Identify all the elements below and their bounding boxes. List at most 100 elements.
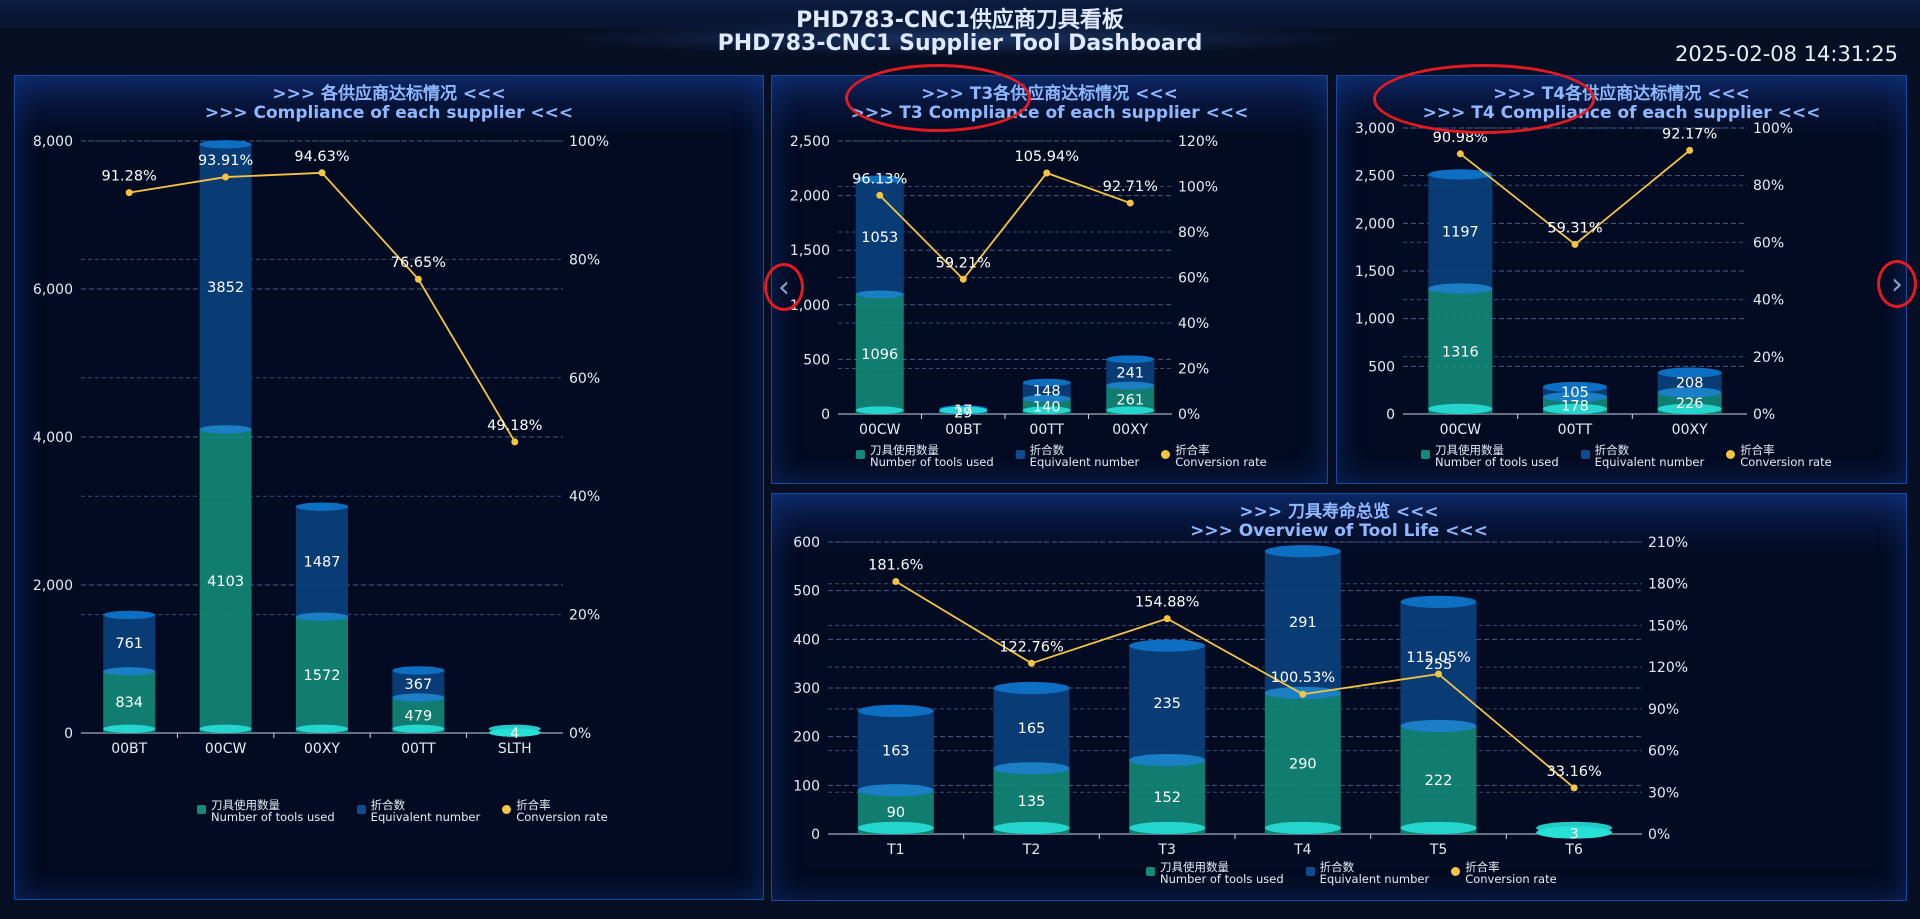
panel-t3-compliance: >>> T3各供应商达标情况 <<< >>> T3 Compliance of … — [771, 75, 1328, 484]
rate-label: 115.05% — [1406, 650, 1471, 666]
bar-equivalent-value: 1487 — [304, 555, 341, 571]
bar-equivalent-value: 148 — [1033, 384, 1061, 400]
rate-point — [876, 191, 884, 199]
y-tick-label: 500 — [803, 352, 830, 368]
bar-tools — [1129, 760, 1206, 834]
legend-swatch-rate — [1451, 867, 1461, 876]
rate-point — [1456, 150, 1464, 158]
chart-legend: 刀具使用数量 Number of tools used 折合数 Equivalent… — [197, 799, 608, 823]
carousel-prev-button[interactable]: ‹ — [764, 263, 804, 311]
x-tick-label: 00XY — [1112, 422, 1148, 438]
legend-item-tools[interactable]: 刀具使用数量 Number of tools used — [856, 444, 994, 468]
legend-item-rate[interactable]: 折合率 Conversion rate — [1161, 444, 1267, 468]
legend-item-equivalent[interactable]: 折合数 Equivalent number — [1015, 443, 1139, 468]
rate-line — [895, 580, 1575, 789]
bar-tools-value: 3 — [1570, 826, 1579, 842]
y2-tick-label: 0% — [569, 726, 591, 742]
legend-swatch-equivalent — [1305, 867, 1315, 876]
rate-point — [1043, 169, 1051, 177]
rate-label: 91.28% — [102, 169, 157, 185]
chart-legend: 刀具使用数量 Number of tools used 折合数 Equivalent… — [1146, 861, 1557, 885]
legend-equiv-cn: 折合数 — [1029, 443, 1065, 457]
bar-tools-cap — [993, 762, 1070, 775]
bar-equivalent — [1106, 359, 1155, 386]
bar-tools-value: 152 — [1153, 790, 1181, 806]
panel-title-en: >>> Compliance of each supplier <<< — [204, 103, 574, 123]
y-tick-label: 2,000 — [790, 189, 830, 205]
bar-equivalent — [1129, 645, 1206, 761]
bar-tools — [1264, 692, 1341, 834]
legend-swatch-equivalent — [356, 805, 366, 814]
x-tick-label: T5 — [1429, 842, 1447, 858]
panel-supplier-compliance: >>> 各供应商达标情况 <<< >>> Compliance of each … — [14, 75, 764, 900]
x-tick-label: 00TT — [1558, 422, 1593, 438]
panel-title-en: >>> Overview of Tool Life <<< — [1190, 521, 1488, 541]
rate-point — [1163, 615, 1171, 623]
bar-equivalent-cap — [1264, 545, 1341, 558]
bar-tools-value: 290 — [1289, 756, 1317, 772]
x-tick-label: 00BT — [111, 741, 147, 757]
bar-equivalent — [1264, 551, 1341, 693]
legend-item-rate[interactable]: 折合率 Conversion rate — [1451, 861, 1557, 885]
bar-equivalent-value: 367 — [405, 677, 433, 693]
y2-tick-label: 0% — [1648, 827, 1670, 843]
y2-tick-label: 60% — [1753, 235, 1784, 251]
bar-base-cap — [103, 724, 156, 734]
bar-equivalent — [993, 688, 1070, 769]
legend-swatch-rate — [1726, 450, 1736, 459]
tool-life-chart: 0% 30% 60% 90% 120% 150% 180% 210% 0 100 200 300 400… — [793, 535, 1688, 858]
bar-equivalent-cap — [1400, 595, 1477, 608]
bar-equivalent-cap — [1657, 367, 1722, 378]
y-tick-label: 2,500 — [790, 134, 830, 150]
legend-item-equivalent[interactable]: 折合数 Equivalent number — [1580, 444, 1705, 469]
y2-tick-label: 40% — [1178, 316, 1209, 332]
x-tick-label: 00TT — [401, 741, 436, 757]
bar-equivalent-cap — [103, 610, 156, 620]
bar-tools-cap — [199, 425, 252, 434]
bar-tools-value: 4103 — [207, 574, 244, 590]
bar-equivalent-cap — [993, 681, 1070, 695]
bar-equivalent — [857, 710, 934, 791]
x-tick-label: 00TT — [1029, 422, 1064, 438]
bar-tools-cap — [1022, 394, 1071, 403]
supplier-compliance-chart: 0% 20% 40% 60% 80% 100% 0 2,000 4,000 6,000 8,000 0… — [33, 134, 609, 757]
legend-item-tools[interactable]: 刀具使用数量 Number of tools used — [1146, 861, 1284, 885]
legend-item-equivalent[interactable]: 折合数 Equivalent number — [356, 799, 481, 824]
legend-equiv-en: Equivalent number — [370, 810, 481, 824]
bar-equivalent-value: 291 — [1289, 615, 1317, 631]
rate-point — [318, 169, 326, 177]
y-tick-label: 0 — [821, 407, 830, 423]
legend-swatch-equivalent — [1580, 450, 1590, 459]
page-title-cn: PHD783-CNC1供应商刀具看板 — [796, 8, 1124, 33]
legend-item-equivalent[interactable]: 折合数 Equivalent number — [1305, 861, 1429, 885]
rate-point — [1570, 784, 1578, 792]
y-tick-label: 0 — [1386, 407, 1395, 423]
y-tick-label: 500 — [793, 584, 820, 600]
y-tick-label: 4,000 — [33, 430, 73, 446]
x-tick-label: T3 — [1157, 842, 1175, 858]
x-tick-label: T6 — [1564, 842, 1583, 858]
legend-tools-en: Number of tools used — [1160, 872, 1284, 886]
rate-point — [511, 438, 519, 446]
y2-tick-label: 60% — [569, 371, 600, 387]
bar-equivalent — [296, 506, 348, 617]
legend-item-rate[interactable]: 折合率 Conversion rate — [1726, 444, 1832, 468]
rate-point — [959, 275, 967, 283]
legend-item-tools[interactable]: 刀具使用数量 Number of tools used — [1421, 444, 1559, 468]
bar-tools-value: 1316 — [1442, 344, 1479, 360]
rate-label: 122.76% — [999, 639, 1064, 655]
x-tick-label: 00XY — [1672, 422, 1708, 438]
rate-label: 181.6% — [868, 557, 923, 573]
legend-item-tools[interactable]: 刀具使用数量 Number of tools used — [197, 799, 335, 823]
legend-tools-cn: 刀具使用数量 — [1435, 443, 1504, 457]
carousel-next-button[interactable]: › — [1877, 260, 1917, 308]
bar-tools — [103, 671, 156, 733]
bar-tools-value: 135 — [1018, 794, 1046, 810]
legend-tools-cn: 刀具使用数量 — [870, 443, 939, 457]
legend-equiv-en: Equivalent number — [1594, 455, 1705, 469]
legend-item-rate[interactable]: 折合率 Conversion rate — [502, 799, 608, 823]
bar-equivalent-value: 1197 — [1442, 224, 1479, 240]
y-tick-label: 0 — [811, 827, 820, 843]
bar-tools-value: 29 — [954, 405, 972, 421]
bar-tools-cap — [1657, 387, 1722, 398]
